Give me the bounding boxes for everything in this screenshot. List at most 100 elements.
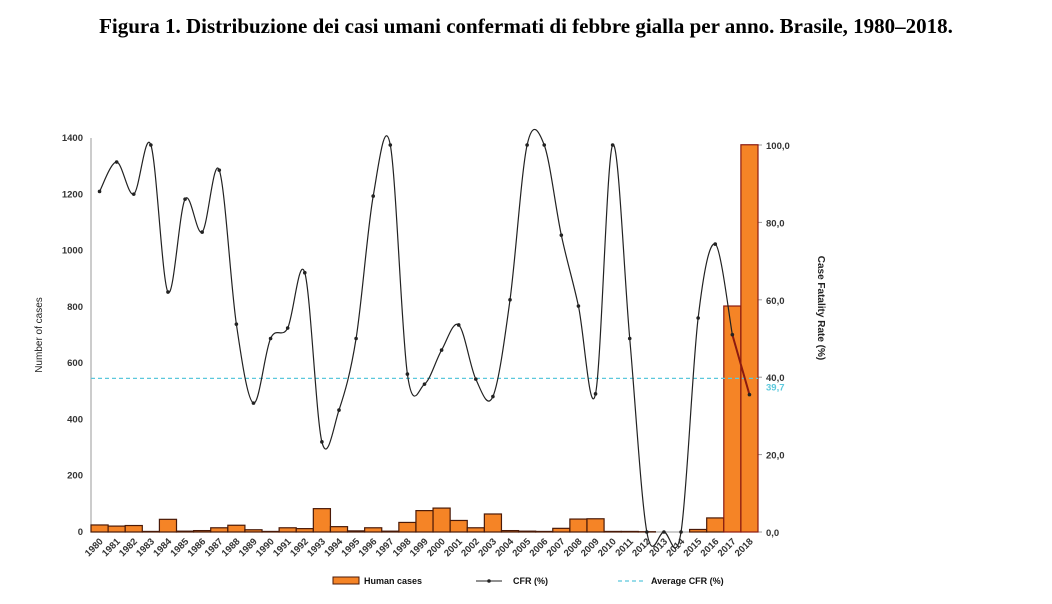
legend-swatch-human-cases bbox=[332, 576, 360, 585]
cfr-point bbox=[183, 197, 187, 201]
cfr-point bbox=[525, 143, 529, 147]
y-tick-label: 400 bbox=[67, 414, 83, 425]
bar-human-cases bbox=[141, 530, 161, 533]
y2-axis-title: Case Fatality Rate (%) bbox=[815, 256, 826, 360]
cfr-point bbox=[627, 336, 632, 341]
bar-human-cases bbox=[688, 528, 708, 533]
cfr-point bbox=[320, 440, 324, 444]
y2-tick-label: 60,0 bbox=[766, 296, 785, 307]
y-tick-label: 200 bbox=[67, 471, 83, 482]
bar-human-cases bbox=[586, 518, 605, 533]
cfr-point bbox=[456, 323, 461, 327]
cfr-point bbox=[576, 304, 581, 308]
bar-human-cases bbox=[210, 527, 229, 533]
cfr-line-recent bbox=[731, 334, 751, 395]
bar-human-cases bbox=[620, 530, 639, 533]
y2-tick-label: 100,0 bbox=[766, 141, 790, 152]
bar-human-cases bbox=[312, 508, 332, 533]
bar-human-cases bbox=[740, 144, 759, 533]
bar-human-cases bbox=[278, 527, 297, 533]
legend-label-human-cases: Human cases bbox=[364, 576, 422, 586]
cfr-point bbox=[149, 143, 153, 147]
bar-human-cases bbox=[552, 527, 571, 533]
bar-human-cases bbox=[261, 530, 280, 533]
bar-human-cases bbox=[295, 528, 314, 533]
x-tick-label: 2018 bbox=[733, 536, 756, 559]
bar-human-cases bbox=[346, 530, 366, 533]
cfr-point bbox=[645, 530, 649, 534]
cfr-point bbox=[217, 168, 222, 172]
bar-human-cases bbox=[449, 519, 468, 533]
figure-title: Figura 1. Distribuzione dei casi umani c… bbox=[99, 14, 953, 38]
cfr-point bbox=[422, 382, 427, 386]
cfr-point bbox=[508, 298, 512, 302]
bar-human-cases bbox=[466, 527, 485, 533]
cfr-line bbox=[99, 129, 733, 549]
cfr-point bbox=[388, 143, 393, 147]
cfr-point bbox=[200, 230, 204, 234]
bar-human-cases bbox=[227, 524, 246, 533]
bar-human-cases bbox=[244, 529, 263, 533]
bar-human-cases bbox=[193, 529, 212, 533]
cfr-point bbox=[302, 270, 307, 275]
cfr-point bbox=[268, 336, 273, 341]
bar-human-cases bbox=[569, 518, 588, 533]
cfr-point bbox=[439, 348, 444, 352]
cfr-point bbox=[166, 290, 170, 294]
cfr-point bbox=[97, 189, 102, 194]
cfr-point bbox=[593, 392, 598, 396]
bar-human-cases bbox=[364, 527, 383, 533]
y2-tick-label: 80,0 bbox=[766, 218, 785, 229]
bar-human-cases bbox=[158, 518, 178, 533]
y2-tick-label: 40,0 bbox=[766, 373, 785, 384]
y2-tick-label: 20,0 bbox=[766, 451, 785, 462]
cfr-point bbox=[662, 530, 666, 534]
average-cfr-label: 39,7 bbox=[766, 382, 785, 393]
y-tick-label: 1000 bbox=[62, 246, 83, 257]
bar-human-cases bbox=[517, 530, 537, 533]
cfr-point bbox=[114, 160, 119, 164]
bar-human-cases bbox=[329, 526, 349, 533]
cfr-point bbox=[713, 242, 718, 246]
cfr-point bbox=[251, 401, 256, 405]
cfr-point bbox=[234, 322, 239, 326]
bar-human-cases bbox=[107, 525, 126, 533]
y-tick-label: 800 bbox=[67, 302, 83, 313]
cfr-point bbox=[679, 530, 683, 534]
bar-human-cases bbox=[483, 513, 503, 533]
bar-human-cases bbox=[175, 530, 195, 533]
bar-human-cases bbox=[415, 510, 434, 533]
cfr-point bbox=[542, 143, 547, 147]
bar-human-cases bbox=[500, 529, 520, 533]
bar-human-cases bbox=[706, 517, 725, 533]
bar-human-cases bbox=[603, 530, 622, 533]
cfr-point bbox=[747, 392, 752, 397]
bar-human-cases bbox=[381, 530, 400, 533]
bar-human-cases bbox=[535, 530, 554, 533]
y2-tick-label: 0,0 bbox=[766, 528, 779, 539]
cfr-point bbox=[337, 408, 341, 412]
legend-swatch-cfr-marker bbox=[487, 579, 491, 583]
cfr-point bbox=[474, 377, 478, 381]
cfr-point bbox=[491, 394, 495, 399]
cfr-point bbox=[354, 336, 358, 341]
y-tick-label: 1400 bbox=[62, 133, 83, 144]
legend-label-cfr: CFR (%) bbox=[513, 576, 548, 586]
bar-human-cases bbox=[432, 507, 451, 533]
cfr-point bbox=[371, 194, 375, 198]
legend-label-average-cfr: Average CFR (%) bbox=[651, 576, 724, 586]
y-tick-label: 0 bbox=[78, 527, 83, 538]
y-axis-title: Number of cases bbox=[34, 297, 45, 373]
cfr-point bbox=[559, 233, 564, 237]
y-tick-label: 600 bbox=[67, 358, 83, 369]
cfr-point bbox=[131, 192, 136, 196]
y-tick-label: 1200 bbox=[62, 189, 83, 200]
cfr-point bbox=[730, 332, 735, 337]
cfr-point bbox=[696, 316, 700, 320]
bar-human-cases bbox=[124, 524, 143, 533]
cfr-point bbox=[285, 326, 290, 330]
bar-human-cases bbox=[90, 524, 109, 533]
bar-human-cases bbox=[723, 305, 742, 533]
bar-human-cases bbox=[398, 521, 417, 533]
